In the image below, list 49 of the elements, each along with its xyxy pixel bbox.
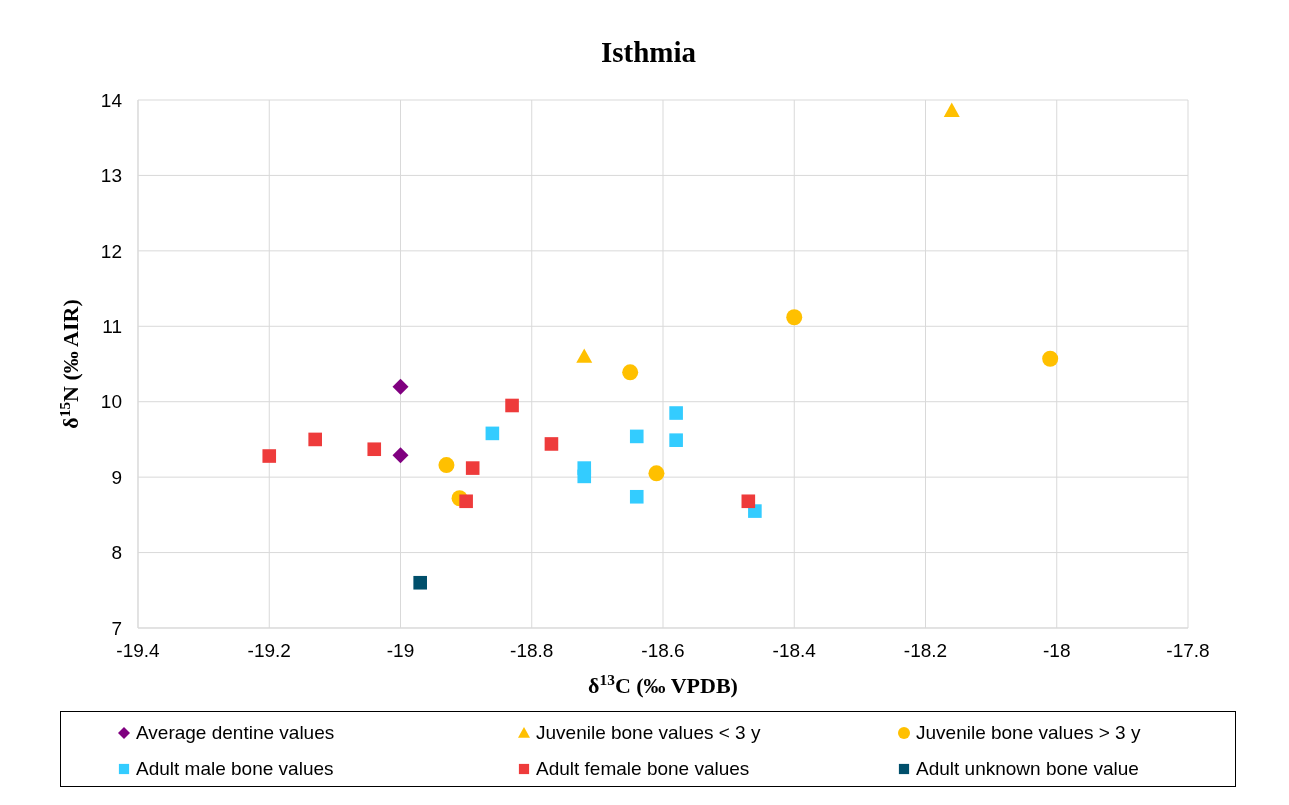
point xyxy=(576,348,593,363)
y-tick-label: 8 xyxy=(111,542,122,564)
point xyxy=(367,442,382,457)
x-tick-label: -18.4 xyxy=(772,640,817,662)
x-axis-title: δ$^{13}$C (‰ VPDB) xyxy=(588,670,738,698)
legend-label: Juvenile bone values < 3 y xyxy=(536,722,761,744)
legend-label: Adult unknown bone value xyxy=(916,758,1139,780)
x-tick-label: -18.2 xyxy=(903,640,948,662)
x-tick-label: -18.6 xyxy=(641,640,685,662)
point xyxy=(392,447,409,464)
point xyxy=(438,457,455,474)
point xyxy=(392,378,409,395)
point xyxy=(669,433,683,447)
point xyxy=(459,494,473,509)
point xyxy=(544,437,559,451)
point xyxy=(577,469,592,484)
point xyxy=(786,309,803,326)
point xyxy=(485,426,500,441)
point xyxy=(1042,350,1059,367)
point xyxy=(622,364,639,381)
legend-label: Juvenile bone values > 3 y xyxy=(916,722,1141,744)
point xyxy=(943,102,960,117)
point xyxy=(648,465,665,482)
y-tick-label: 11 xyxy=(102,316,122,338)
legend-label: Adult female bone values xyxy=(536,758,750,780)
y-tick-label: 12 xyxy=(100,240,122,262)
point xyxy=(629,489,644,504)
y-tick-label: 14 xyxy=(100,89,123,111)
point xyxy=(669,406,683,420)
x-tick-label: -19.4 xyxy=(116,640,161,662)
point xyxy=(741,494,756,509)
legend-label: Adult male bone values xyxy=(136,758,334,780)
chart-title: Isthmia xyxy=(599,36,698,69)
point xyxy=(465,461,480,475)
point xyxy=(505,398,519,413)
point xyxy=(262,449,277,463)
point xyxy=(413,575,427,590)
y-tick-label: 10 xyxy=(100,391,122,413)
x-tick-label: -17.8 xyxy=(1166,640,1210,662)
x-tick-label: -18.8 xyxy=(510,640,554,662)
point xyxy=(629,429,644,444)
point xyxy=(308,432,322,447)
y-tick-label: 7 xyxy=(111,617,122,639)
y-tick-label: 9 xyxy=(111,466,122,488)
legend-label: Average dentine values xyxy=(136,722,335,744)
x-tick-label: -18 xyxy=(1043,640,1071,662)
x-tick-label: -19.2 xyxy=(247,640,291,662)
y-tick-label: 13 xyxy=(100,165,122,187)
x-tick-label: -19 xyxy=(386,640,415,662)
